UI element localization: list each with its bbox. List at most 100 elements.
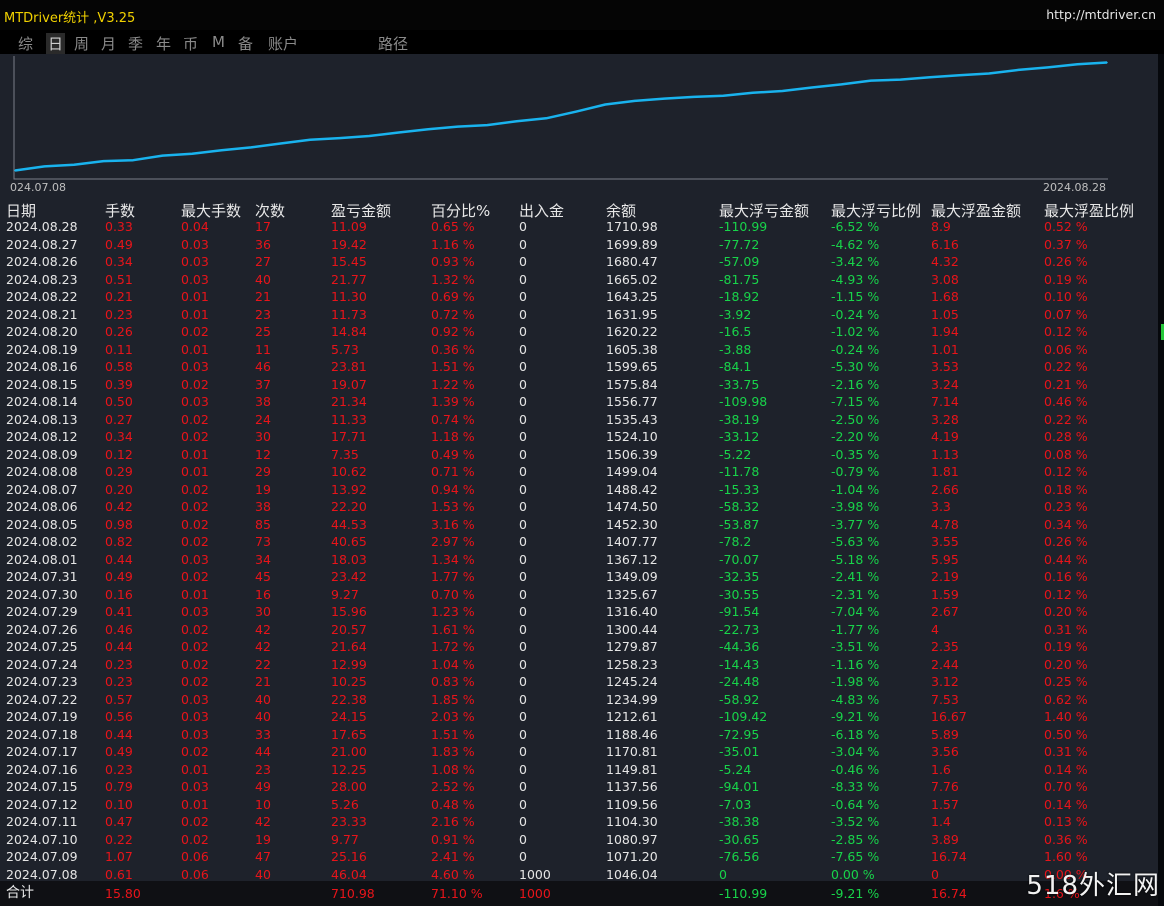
cell-max-lots: 0.02 — [181, 569, 209, 584]
tab-7[interactable]: M — [212, 33, 225, 51]
header-max-float-profit-pct[interactable]: 最大浮盈比例 — [1044, 202, 1135, 220]
header-max-float-profit[interactable]: 最大浮盈金额 — [931, 202, 1022, 220]
cell-max-float-profit-pct: 0.06 % — [1044, 341, 1088, 357]
cell-max-float-loss: -35.01 — [719, 744, 760, 759]
scrollbar[interactable] — [1158, 54, 1164, 906]
scrollbar-thumb[interactable] — [1161, 324, 1164, 340]
cell-pnl: 19.42 — [331, 236, 367, 252]
cell-percent: 0.48 % — [431, 796, 475, 812]
cell-max-float-loss-pct: -4.62 % — [831, 236, 880, 252]
cell-balance: 1279.87 — [606, 639, 658, 654]
cell-percent: 1.53 % — [431, 499, 475, 514]
cell-max-float-profit: 7.14 — [931, 394, 959, 409]
header-date[interactable]: 日期 — [6, 202, 37, 220]
header-balance[interactable]: 余额 — [606, 202, 637, 220]
tab-10[interactable]: 路径 — [378, 35, 409, 53]
cell-max-lots: 0.01 — [181, 586, 209, 602]
header-max-float-loss-pct[interactable]: 最大浮亏比例 — [831, 202, 922, 220]
cell-max-float-loss-pct: -0.24 % — [831, 341, 880, 357]
cell-max-float-loss: -81.75 — [719, 271, 760, 287]
cell-max-lots: 0.03 — [181, 394, 209, 409]
equity-point — [102, 160, 105, 162]
tab-9[interactable]: 账户 — [268, 35, 299, 53]
cell-date: 2024.07.25 — [6, 639, 78, 654]
cell-max-float-loss-pct: -6.18 % — [831, 726, 880, 742]
equity-point — [752, 92, 754, 94]
cell-max-float-profit: 3.3 — [931, 499, 951, 514]
cell-max-float-loss-pct: -3.52 % — [831, 814, 880, 829]
cell-max-lots: 0.02 — [181, 744, 209, 759]
tab-3[interactable]: 月 — [101, 35, 117, 53]
cell-percent: 1.23 % — [431, 604, 475, 619]
header-deposit[interactable]: 出入金 — [519, 202, 565, 220]
cell-count: 23 — [255, 306, 271, 322]
cell-max-lots: 0.03 — [181, 359, 209, 374]
tab-6[interactable]: 币 — [183, 35, 199, 53]
cell-max-float-profit-pct: 0.44 % — [1044, 551, 1088, 567]
cell-max-float-loss: -53.87 — [719, 516, 760, 532]
header-count[interactable]: 次数 — [255, 202, 286, 220]
cell-max-float-loss: -16.5 — [719, 324, 752, 339]
tab-1[interactable]: 日 — [46, 33, 66, 54]
cell-lots: 0.57 — [105, 691, 133, 707]
cell-date: 2024.07.24 — [6, 656, 78, 672]
equity-point — [161, 154, 164, 157]
cell-deposit: 0 — [519, 341, 527, 357]
total-max-float-profit-pct: 1.6 % — [1044, 886, 1080, 901]
total-percent: 71.10 % — [431, 886, 483, 901]
cell-count: 38 — [255, 394, 271, 409]
cell-count: 19 — [255, 481, 271, 497]
cell-max-float-profit-pct: 0.19 % — [1044, 271, 1088, 287]
cell-max-float-profit-pct: 0.08 % — [1044, 446, 1088, 462]
cell-max-float-loss-pct: -9.21 % — [831, 709, 880, 724]
cell-max-lots: 0.03 — [181, 604, 209, 619]
cell-count: 42 — [255, 621, 271, 637]
header-percent[interactable]: 百分比% — [431, 202, 491, 220]
cell-count: 42 — [255, 639, 271, 654]
cell-count: 42 — [255, 814, 271, 829]
cell-max-float-profit-pct: 0.21 % — [1044, 376, 1088, 392]
header-max-float-loss[interactable]: 最大浮亏金额 — [719, 202, 810, 220]
cell-max-float-profit-pct: 1.40 % — [1044, 709, 1088, 724]
cell-max-float-profit-pct: 0.52 % — [1044, 219, 1088, 234]
cell-max-float-profit: 3.28 — [931, 411, 959, 427]
cell-balance: 1665.02 — [606, 271, 658, 287]
cell-lots: 0.46 — [105, 621, 133, 637]
cell-balance: 1643.25 — [606, 289, 658, 304]
cell-pnl: 46.04 — [331, 866, 367, 882]
cell-max-float-loss: -33.75 — [719, 376, 760, 392]
cell-max-float-profit-pct: 0.19 % — [1044, 639, 1088, 654]
tab-8[interactable]: 备 — [238, 35, 254, 53]
header-lots[interactable]: 手数 — [105, 202, 136, 220]
tab-0[interactable]: 综 — [18, 35, 34, 53]
tab-5[interactable]: 年 — [156, 35, 172, 53]
cell-percent: 0.93 % — [431, 254, 475, 269]
cell-lots: 0.39 — [105, 376, 133, 392]
cell-pnl: 5.73 — [331, 341, 359, 357]
header-max-lots[interactable]: 最大手数 — [181, 202, 242, 220]
cell-max-float-loss-pct: -0.24 % — [831, 306, 880, 322]
cell-deposit: 0 — [519, 639, 527, 654]
tab-4[interactable]: 季 — [128, 35, 144, 53]
cell-count: 10 — [255, 796, 271, 812]
cell-max-float-profit-pct: 0.26 % — [1044, 254, 1088, 269]
cell-max-lots: 0.03 — [181, 779, 209, 794]
equity-point — [929, 76, 931, 78]
cell-max-float-loss: -109.42 — [719, 709, 768, 724]
cell-lots: 0.51 — [105, 271, 133, 287]
cell-balance: 1170.81 — [606, 744, 658, 759]
cell-max-float-profit: 3.24 — [931, 376, 959, 392]
cell-max-float-profit: 2.66 — [931, 481, 959, 497]
header-pnl[interactable]: 盈亏金额 — [331, 202, 392, 220]
equity-point — [693, 96, 695, 98]
cell-max-float-loss: -30.55 — [719, 586, 760, 602]
cell-lots: 0.27 — [105, 411, 133, 427]
cell-max-float-loss: -78.2 — [719, 534, 752, 549]
cell-max-float-loss: -77.72 — [719, 236, 760, 252]
cell-percent: 1.77 % — [431, 569, 475, 584]
cell-max-float-loss-pct: -2.50 % — [831, 411, 880, 427]
cell-max-float-profit-pct: 0.12 % — [1044, 324, 1088, 339]
site-link[interactable]: http://mtdriver.cn — [1046, 7, 1156, 22]
tab-2[interactable]: 周 — [74, 35, 90, 53]
equity-point — [1047, 66, 1049, 69]
